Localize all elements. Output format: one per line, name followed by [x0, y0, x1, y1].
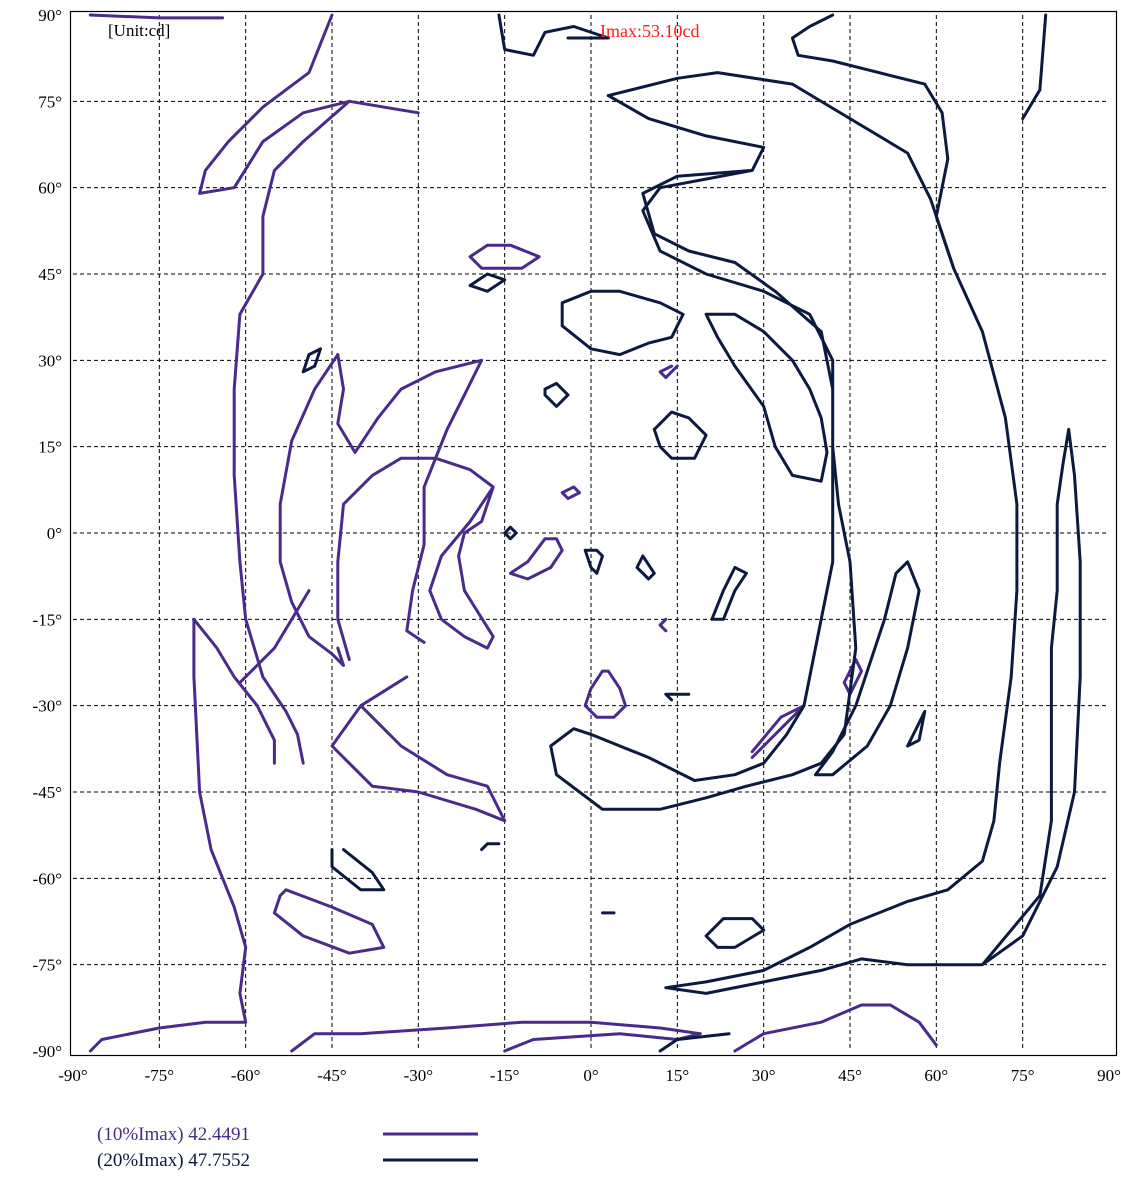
contour-line: [330, 848, 386, 892]
contour-line: [658, 1032, 731, 1053]
y-tick-label: 75°: [38, 92, 62, 111]
contour-line: [635, 554, 656, 581]
x-tick-label: -90°: [58, 1066, 87, 1085]
contour-line: [750, 704, 806, 759]
contour-line: [814, 560, 921, 777]
contour-line: [468, 243, 541, 270]
y-tick-label: -15°: [33, 610, 62, 629]
contour-line: [710, 566, 748, 621]
y-tick-label: -90°: [33, 1042, 62, 1061]
contour-line: [658, 364, 679, 380]
contour-series: [301, 13, 1082, 1053]
contour-line: [88, 13, 225, 20]
contour-line: [278, 353, 345, 667]
contour-line: [290, 1020, 702, 1053]
plot-frame: [69, 10, 1118, 1057]
y-tick-label: 0°: [47, 524, 62, 543]
y-tick-label: -45°: [33, 783, 62, 802]
contour-line: [428, 456, 495, 650]
x-tick-label: -60°: [231, 1066, 260, 1085]
x-tick-label: 90°: [1097, 1066, 1121, 1085]
x-tick-label: 30°: [752, 1066, 776, 1085]
contour-line: [497, 13, 610, 57]
y-axis-ticks: 90° 75° 60° 45° 30° 15° 0° -15° -30° -45° -60° -75°…: [33, 6, 62, 1061]
contour-line: [664, 692, 691, 702]
contour-line: [503, 525, 518, 541]
y-tick-label: 90°: [38, 6, 62, 25]
contour-line: [658, 617, 668, 633]
contour-line: [198, 13, 420, 195]
x-tick-label: -30°: [404, 1066, 433, 1085]
x-axis-ticks: -90° -75° -60° -45° -30° -15° 0° 15° 30° 45° 60° 75…: [58, 1066, 1121, 1085]
contour-series: [88, 13, 938, 1053]
x-tick-label: -75°: [145, 1066, 174, 1085]
x-tick-label: -45°: [317, 1066, 346, 1085]
legend-entry-label: (10%Imax) 42.4491: [97, 1124, 250, 1145]
contour-line: [301, 347, 322, 374]
contour-line: [405, 456, 438, 644]
contour-line: [480, 842, 501, 852]
contour-line: [652, 410, 708, 460]
y-tick-label: 30°: [38, 351, 62, 370]
contour-lines: [88, 13, 1082, 1053]
contour-line: [543, 381, 570, 408]
legend: (10%Imax) 42.4491 (20%Imax) 47.7552: [97, 1124, 478, 1171]
y-tick-label: 15°: [38, 438, 62, 457]
contour-line: [1021, 13, 1048, 121]
contour-line: [549, 94, 858, 811]
contour-line: [583, 548, 604, 575]
legend-entry-label: (20%Imax) 47.7552: [97, 1150, 250, 1171]
contour-line: [560, 485, 581, 500]
unit-label: [Unit:cd]: [108, 21, 170, 40]
contour-line: [272, 888, 386, 955]
x-tick-label: 0°: [583, 1066, 598, 1085]
contour-line: [336, 353, 484, 662]
contour-line: [192, 617, 276, 765]
x-tick-label: 45°: [838, 1066, 862, 1085]
contour-line: [238, 589, 311, 685]
contour-line: [508, 537, 564, 581]
y-tick-label: -60°: [33, 869, 62, 888]
contour-line: [232, 99, 351, 765]
contour-line: [88, 617, 248, 1053]
x-tick-label: 60°: [924, 1066, 948, 1085]
contour-line: [330, 675, 507, 823]
contour-line: [733, 1003, 938, 1053]
imax-label: Imax:53.10cd: [600, 21, 699, 41]
y-tick-label: 60°: [38, 179, 62, 198]
contour-line: [790, 13, 956, 270]
x-tick-label: 75°: [1011, 1066, 1035, 1085]
y-tick-label: -30°: [33, 697, 62, 716]
x-tick-label: -15°: [490, 1066, 519, 1085]
contour-line: [583, 669, 627, 719]
y-tick-label: -75°: [33, 956, 62, 975]
contour-line: [560, 289, 685, 357]
contour-line: [906, 709, 927, 748]
grid-lines: [73, 15, 1109, 1051]
contour-line: [704, 312, 829, 483]
contour-line: [606, 71, 1082, 995]
y-tick-label: 45°: [38, 265, 62, 284]
contour-line: [704, 917, 766, 949]
contour-line: [468, 272, 507, 293]
x-tick-label: 15°: [665, 1066, 689, 1085]
